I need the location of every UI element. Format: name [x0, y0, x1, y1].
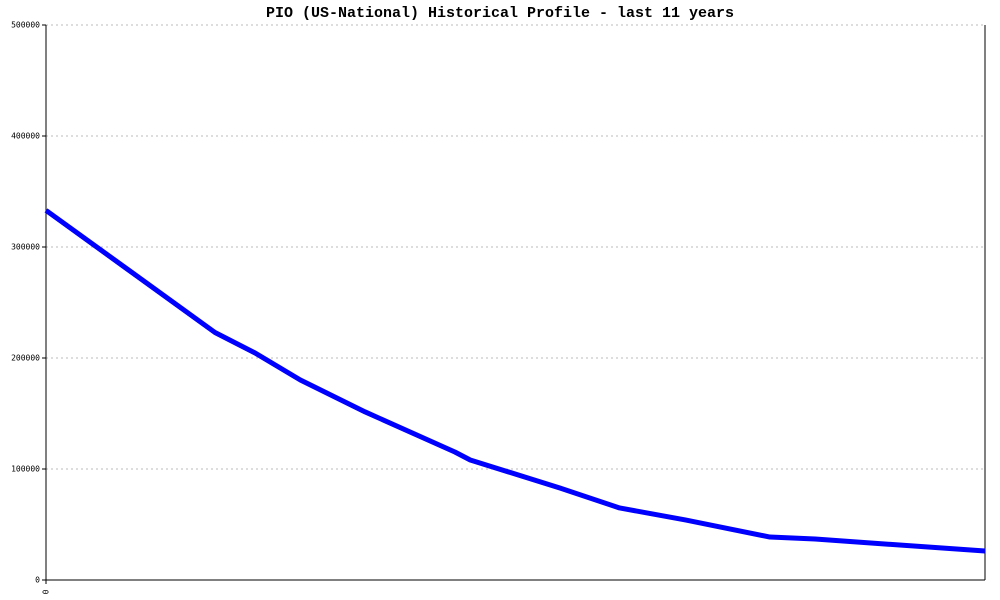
- y-tick-label: 400000: [11, 132, 40, 141]
- y-tick-label: 200000: [11, 354, 40, 363]
- y-tick-label: 100000: [11, 465, 40, 474]
- y-tick-label: 300000: [11, 243, 40, 252]
- y-tick-label: 0: [35, 576, 40, 585]
- data-line: [44, 208, 986, 554]
- x-tick-label: 0: [42, 589, 51, 594]
- y-tick-label: 500000: [11, 21, 40, 30]
- chart-title: PIO (US-National) Historical Profile - l…: [266, 5, 734, 22]
